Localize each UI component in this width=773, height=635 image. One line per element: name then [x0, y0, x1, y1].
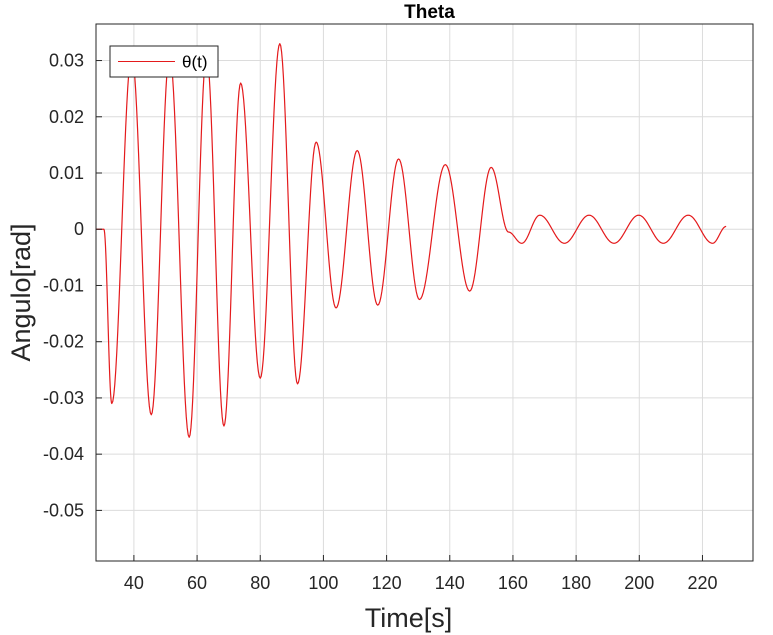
y-tick-label: 0.02 — [49, 107, 84, 127]
legend-label: θ(t) — [182, 53, 208, 72]
y-tick-label: -0.03 — [43, 388, 84, 408]
x-tick-label: 40 — [124, 573, 144, 593]
y-tick-label: -0.04 — [43, 444, 84, 464]
axis-ticks: 40 60 80 100 120 140 160 180 200 220 0.03 0.02 0.01 0… — [43, 51, 718, 593]
y-axis-label: Angulo[rad] — [6, 223, 36, 361]
plot-area — [96, 24, 753, 561]
series-layer — [95, 43, 727, 438]
x-tick-label: 140 — [435, 573, 465, 593]
y-tick-label: -0.02 — [43, 332, 84, 352]
x-tick-label: 120 — [372, 573, 402, 593]
chart-title: Theta — [404, 2, 455, 23]
y-tick-label: 0 — [74, 219, 84, 239]
plot-frame — [95, 23, 754, 562]
x-axis-label: Time[s] — [365, 603, 453, 633]
x-tick-label: 160 — [498, 573, 528, 593]
x-tick-label: 200 — [624, 573, 654, 593]
y-tick-label: 0.03 — [49, 51, 84, 71]
x-tick-label: 80 — [250, 573, 270, 593]
x-tick-label: 220 — [687, 573, 717, 593]
y-tick-label: 0.01 — [49, 163, 84, 183]
series-line-theta — [95, 43, 727, 438]
x-tick-label: 100 — [308, 573, 338, 593]
y-tick-label: -0.05 — [43, 500, 84, 520]
x-tick-label: 180 — [561, 573, 591, 593]
y-tick-label: -0.01 — [43, 275, 84, 295]
x-tick-label: 60 — [187, 573, 207, 593]
legend: θ(t) — [109, 45, 219, 78]
